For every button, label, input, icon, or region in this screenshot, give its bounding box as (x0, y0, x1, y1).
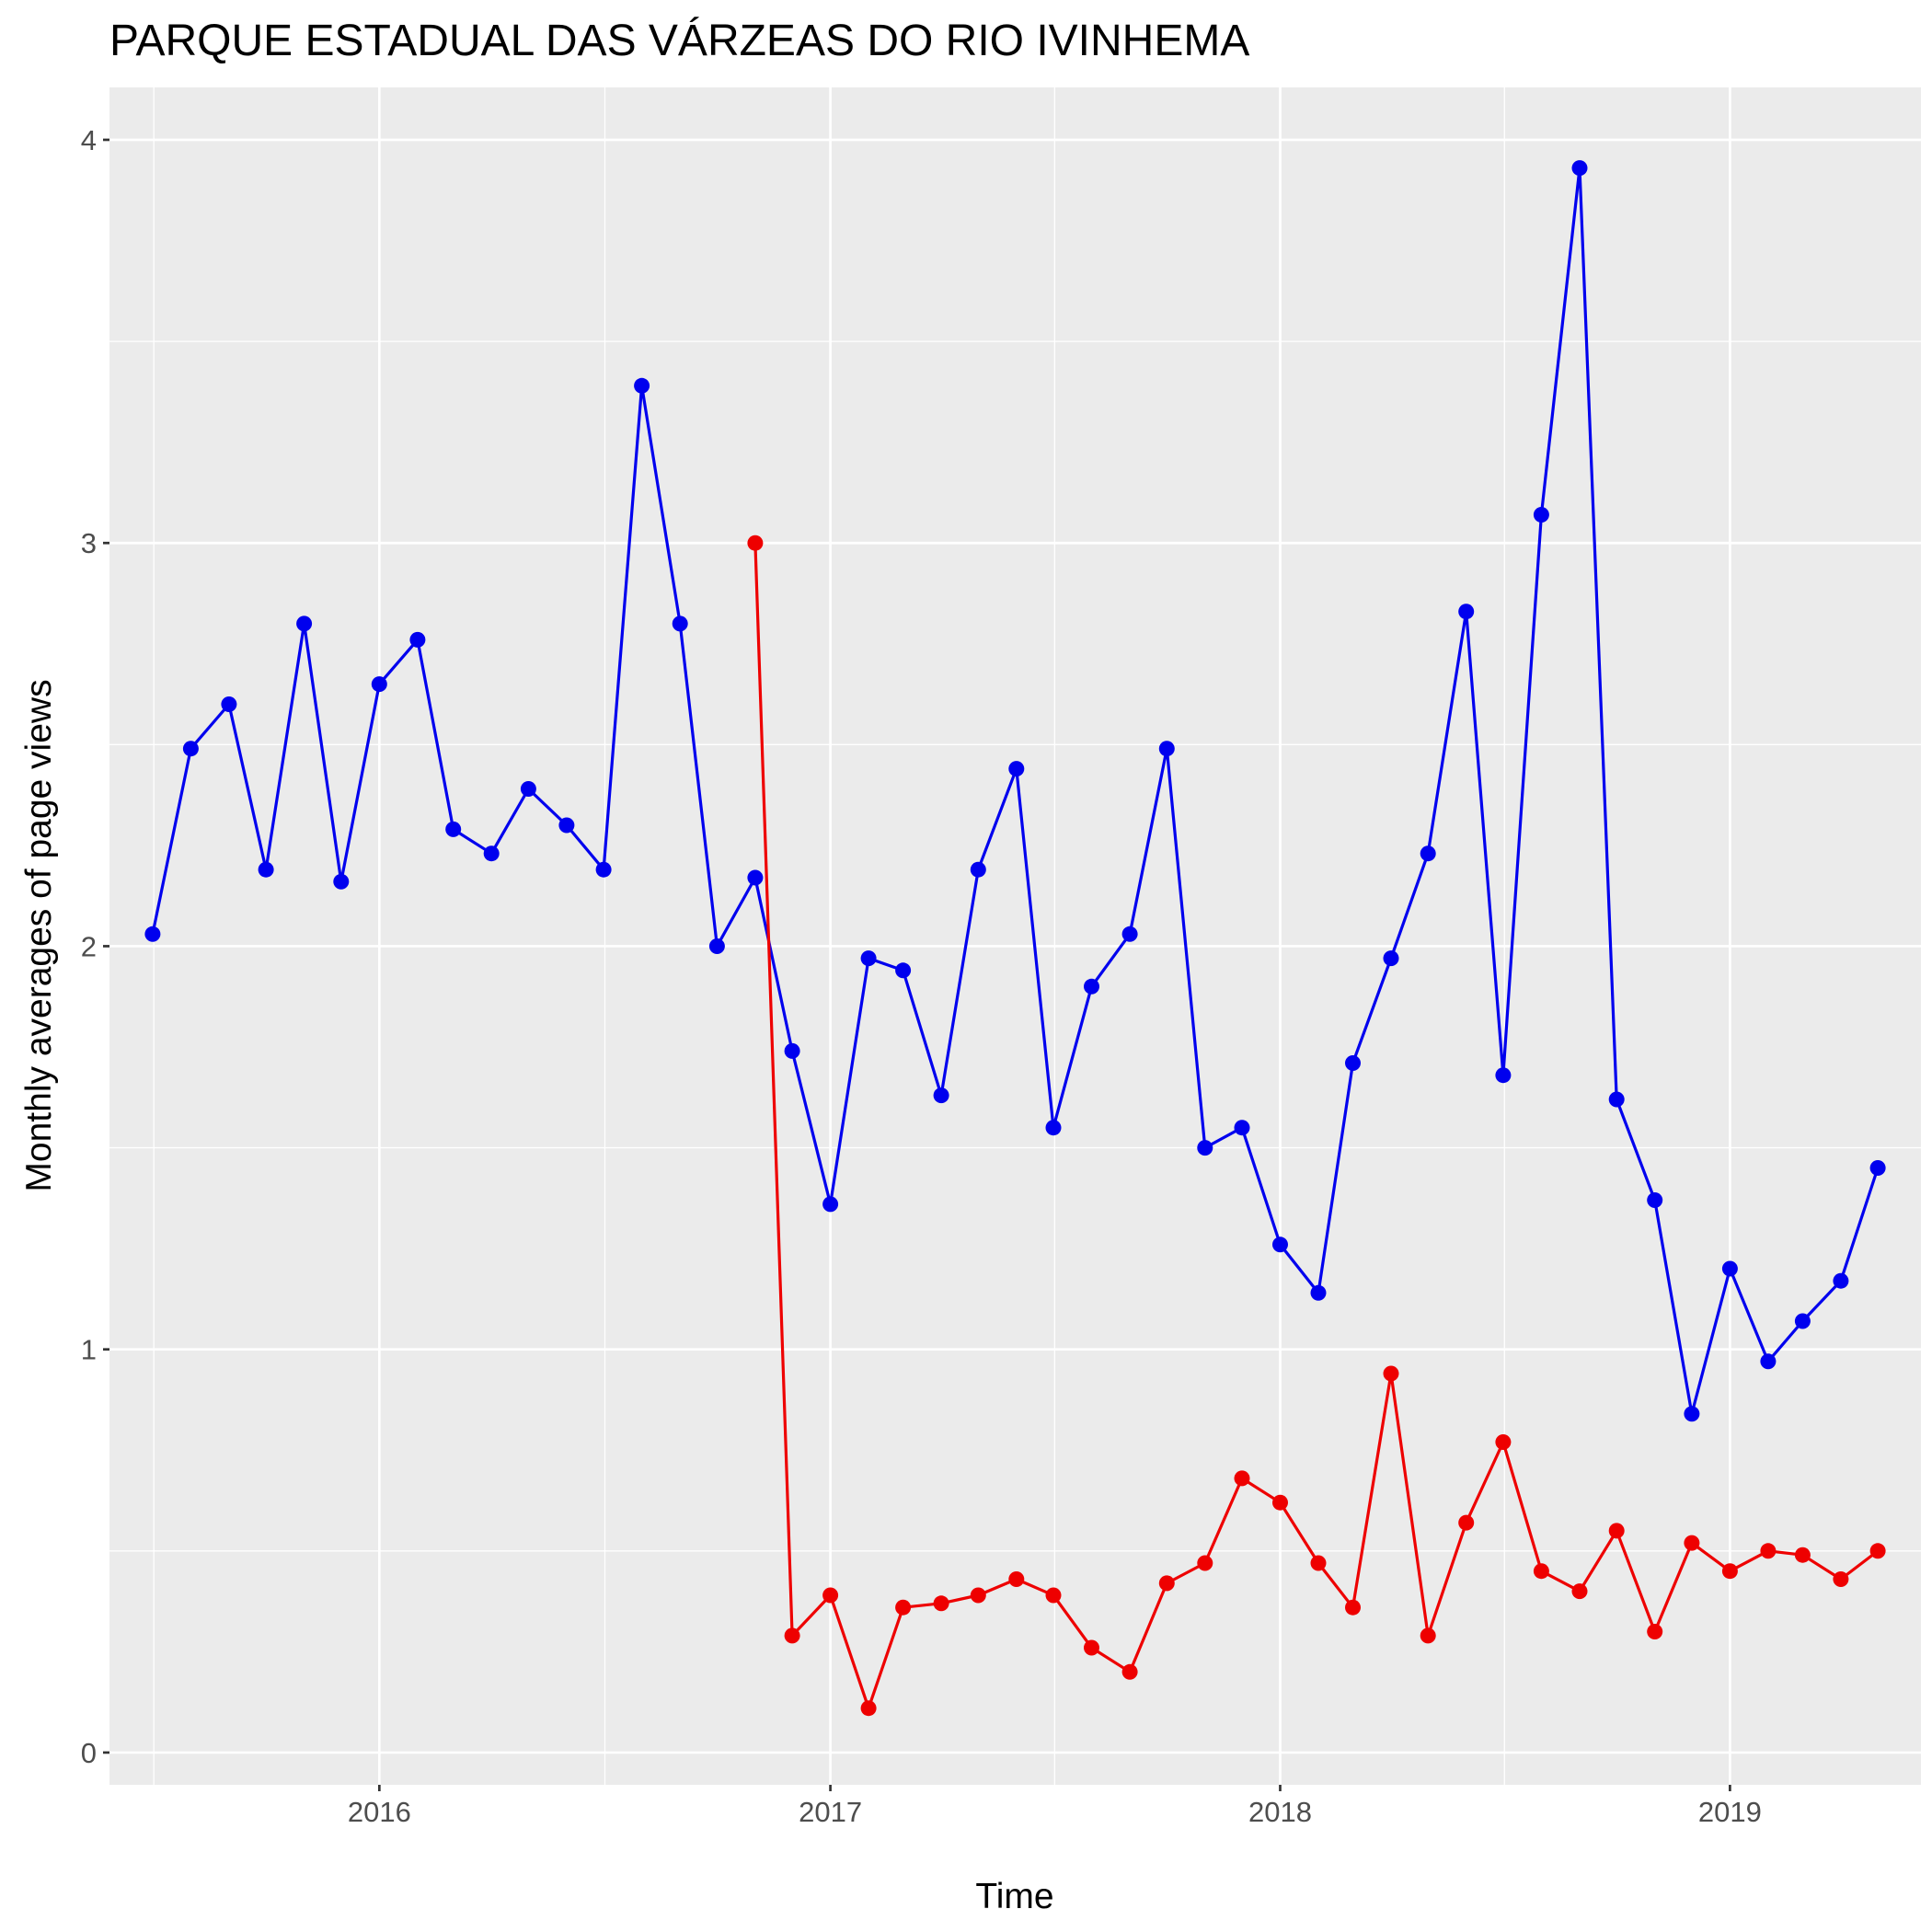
data-point (1458, 604, 1475, 620)
data-point (1045, 1120, 1062, 1136)
x-tick-label: 2018 (1248, 1796, 1312, 1828)
data-point (1458, 1514, 1475, 1531)
tick-labels: 0 1 2 3 4 2016 2017 2018 2019 (81, 124, 1762, 1828)
series-layer (144, 160, 1886, 1717)
data-point (1869, 1543, 1886, 1559)
data-point (672, 615, 688, 632)
y-tick-label: 0 (81, 1737, 97, 1769)
data-point (970, 1587, 986, 1604)
data-point (1310, 1284, 1327, 1301)
data-point (333, 873, 350, 890)
data-point (1495, 1434, 1512, 1450)
data-point (860, 950, 877, 967)
data-point (1760, 1353, 1777, 1370)
data-point (933, 1595, 949, 1612)
data-point (895, 1599, 912, 1616)
data-point (1121, 1663, 1138, 1680)
x-tick-label: 2016 (348, 1796, 411, 1828)
data-point (933, 1087, 949, 1104)
axis-ticks (103, 138, 1731, 1791)
data-point (1084, 978, 1099, 995)
data-point (784, 1627, 800, 1644)
x-tick-label: 2019 (1698, 1796, 1762, 1828)
data-point (1272, 1494, 1288, 1511)
data-point (445, 821, 462, 837)
data-point (1833, 1272, 1849, 1289)
data-point (595, 861, 612, 878)
y-tick-label: 1 (81, 1334, 97, 1366)
series-1 (144, 160, 1886, 1422)
data-point (1045, 1587, 1062, 1604)
y-axis-title: Monthly averages of page views (19, 679, 59, 1191)
data-point (1647, 1624, 1663, 1639)
data-point (1760, 1543, 1777, 1559)
data-point (1158, 741, 1175, 757)
data-point (483, 845, 500, 862)
x-tick-label: 2017 (799, 1796, 862, 1828)
data-point (371, 676, 387, 693)
plot-panel (109, 87, 1921, 1785)
data-point (784, 1042, 800, 1059)
major-gridlines (109, 87, 1921, 1785)
data-point (1345, 1599, 1361, 1616)
data-point (1533, 507, 1549, 523)
data-point (1197, 1555, 1213, 1571)
series-2 (747, 535, 1886, 1717)
x-axis-title: Time (975, 1877, 1053, 1916)
data-point (1272, 1236, 1288, 1253)
data-point (1383, 950, 1399, 967)
data-point (1234, 1470, 1250, 1487)
data-point (1833, 1571, 1849, 1587)
data-point (1158, 1575, 1175, 1592)
data-point (144, 926, 161, 942)
data-point (1495, 1067, 1512, 1084)
data-point (1008, 761, 1025, 777)
data-point (634, 377, 650, 394)
chart-title: PARQUE ESTADUAL DAS VÁRZEAS DO RIO IVINH… (109, 17, 1249, 65)
data-point (1084, 1639, 1099, 1656)
data-point (1008, 1571, 1025, 1587)
data-point (1721, 1260, 1738, 1277)
data-point (558, 817, 575, 834)
data-point (221, 696, 237, 712)
data-point (1608, 1091, 1625, 1108)
data-point (1794, 1547, 1811, 1563)
data-point (970, 861, 986, 878)
data-point (1721, 1563, 1738, 1580)
data-point (1608, 1523, 1625, 1539)
data-point (296, 615, 313, 632)
data-point (1420, 845, 1436, 862)
y-tick-label: 4 (81, 124, 97, 156)
data-point (1794, 1313, 1811, 1329)
data-point (1869, 1160, 1886, 1176)
data-point (822, 1196, 839, 1213)
y-tick-label: 2 (81, 930, 97, 962)
data-point (747, 869, 764, 886)
data-point (520, 781, 536, 797)
data-point (1121, 926, 1138, 942)
data-point (1234, 1120, 1250, 1136)
data-point (860, 1700, 877, 1717)
data-point (1533, 1563, 1549, 1580)
data-point (895, 962, 912, 979)
data-point (1197, 1140, 1213, 1156)
data-point (1684, 1535, 1700, 1551)
data-point (1684, 1406, 1700, 1422)
data-point (1383, 1365, 1399, 1382)
data-point (1571, 160, 1588, 177)
data-point (409, 631, 426, 648)
data-point (1647, 1192, 1663, 1208)
data-point (258, 861, 274, 878)
data-point (747, 535, 764, 551)
data-point (708, 938, 725, 954)
y-tick-label: 3 (81, 527, 97, 559)
data-point (822, 1587, 839, 1604)
data-point (1571, 1583, 1588, 1600)
data-point (182, 741, 199, 757)
data-point (1345, 1055, 1361, 1071)
data-point (1420, 1627, 1436, 1644)
data-point (1310, 1555, 1327, 1571)
